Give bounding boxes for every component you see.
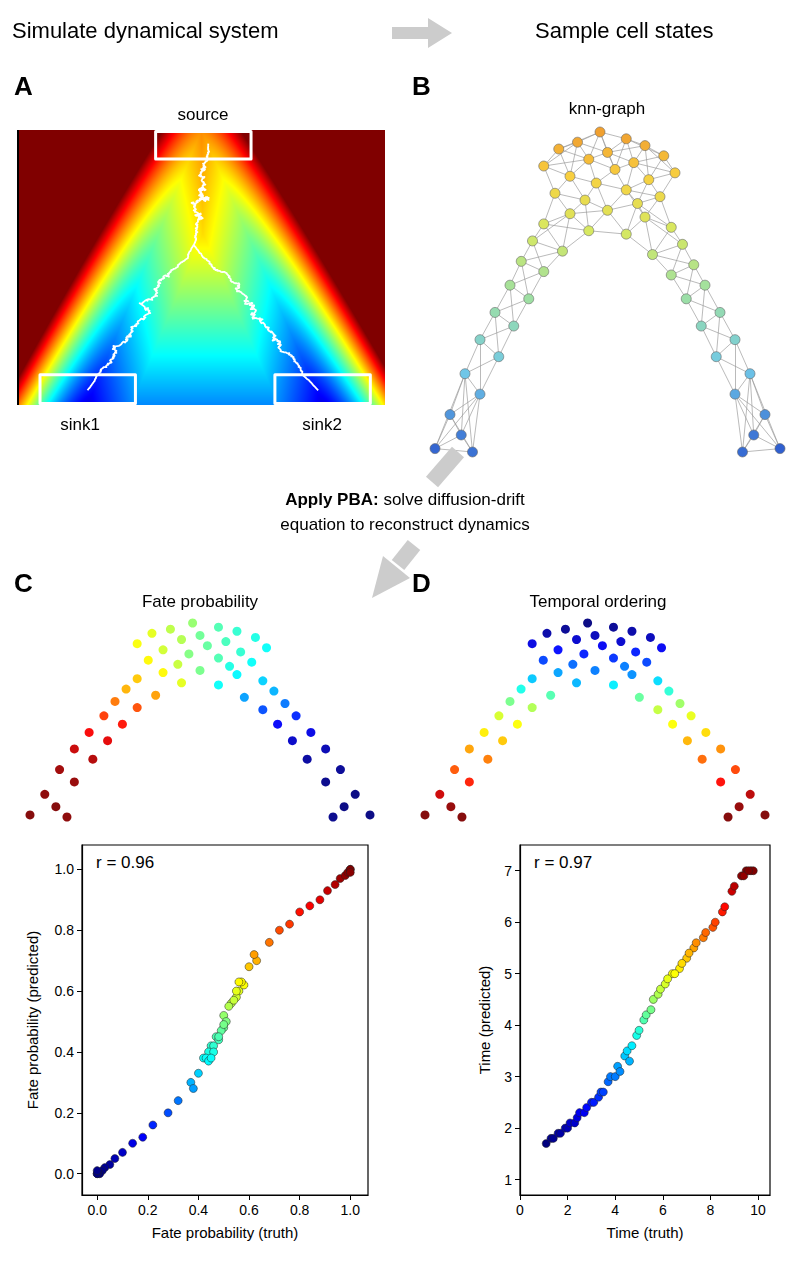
svg-text:r = 0.96: r = 0.96 bbox=[96, 853, 154, 872]
svg-text:sink1: sink1 bbox=[60, 415, 100, 434]
svg-text:B: B bbox=[412, 71, 431, 101]
svg-text:D: D bbox=[412, 568, 431, 598]
svg-text:6: 6 bbox=[659, 1202, 667, 1218]
svg-text:Time (predicted): Time (predicted) bbox=[476, 966, 493, 1075]
svg-text:0.4: 0.4 bbox=[189, 1202, 209, 1218]
svg-text:4: 4 bbox=[504, 1017, 512, 1033]
svg-text:0.8: 0.8 bbox=[290, 1202, 310, 1218]
svg-text:equation to reconstruct dynami: equation to reconstruct dynamics bbox=[280, 515, 529, 534]
svg-text:Fate probability (truth): Fate probability (truth) bbox=[152, 1224, 299, 1241]
svg-text:C: C bbox=[14, 568, 33, 598]
svg-text:0.0: 0.0 bbox=[87, 1202, 107, 1218]
svg-text:0.2: 0.2 bbox=[55, 1105, 75, 1121]
svg-text:1: 1 bbox=[504, 1172, 512, 1188]
svg-text:0: 0 bbox=[516, 1202, 524, 1218]
svg-text:8: 8 bbox=[707, 1202, 715, 1218]
svg-text:Fate probability (predicted): Fate probability (predicted) bbox=[24, 931, 41, 1109]
svg-text:0.6: 0.6 bbox=[55, 983, 75, 999]
svg-text:sink2: sink2 bbox=[302, 415, 342, 434]
svg-text:Time (truth): Time (truth) bbox=[607, 1224, 684, 1241]
svg-text:0.4: 0.4 bbox=[55, 1044, 75, 1060]
svg-text:1.0: 1.0 bbox=[55, 861, 75, 877]
svg-text:source: source bbox=[177, 105, 228, 124]
svg-text:10: 10 bbox=[750, 1202, 766, 1218]
svg-text:A: A bbox=[14, 71, 33, 101]
svg-text:Apply PBA: solve diffusion-dri: Apply PBA: solve diffusion-drift bbox=[285, 490, 525, 509]
svg-text:4: 4 bbox=[611, 1202, 619, 1218]
svg-text:0.0: 0.0 bbox=[55, 1166, 75, 1182]
svg-text:0.6: 0.6 bbox=[239, 1202, 259, 1218]
svg-text:knn-graph: knn-graph bbox=[569, 99, 646, 118]
svg-text:3: 3 bbox=[504, 1069, 512, 1085]
svg-text:0.2: 0.2 bbox=[138, 1202, 158, 1218]
svg-text:7: 7 bbox=[504, 863, 512, 879]
svg-text:2: 2 bbox=[504, 1120, 512, 1136]
svg-text:Fate probability: Fate probability bbox=[142, 592, 259, 611]
svg-text:0.8: 0.8 bbox=[55, 922, 75, 938]
svg-text:Simulate dynamical system: Simulate dynamical system bbox=[12, 18, 279, 43]
svg-text:r = 0.97: r = 0.97 bbox=[534, 853, 592, 872]
svg-text:2: 2 bbox=[564, 1202, 572, 1218]
svg-text:5: 5 bbox=[504, 966, 512, 982]
svg-text:Temporal ordering: Temporal ordering bbox=[529, 592, 666, 611]
svg-text:1.0: 1.0 bbox=[341, 1202, 361, 1218]
svg-text:Sample cell states: Sample cell states bbox=[535, 18, 714, 43]
svg-text:6: 6 bbox=[504, 914, 512, 930]
